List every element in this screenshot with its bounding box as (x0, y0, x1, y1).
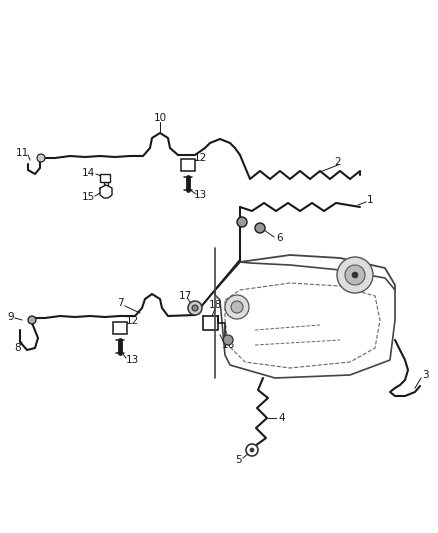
Circle shape (223, 335, 233, 345)
Circle shape (28, 316, 36, 324)
Circle shape (255, 223, 265, 233)
Text: 10: 10 (153, 113, 166, 123)
Text: 8: 8 (15, 343, 21, 353)
Text: 9: 9 (8, 312, 14, 322)
Text: 2: 2 (335, 157, 341, 167)
Text: 4: 4 (279, 413, 285, 423)
Text: 3: 3 (422, 370, 428, 380)
Circle shape (231, 301, 243, 313)
Text: 1: 1 (367, 195, 373, 205)
Bar (100, 174, 110, 182)
Text: 6: 6 (277, 233, 283, 243)
Circle shape (237, 217, 247, 227)
Text: 13: 13 (193, 190, 207, 200)
Text: 14: 14 (81, 168, 95, 178)
Text: 15: 15 (81, 192, 95, 202)
Circle shape (246, 444, 258, 456)
Text: 12: 12 (125, 316, 138, 326)
Text: 16: 16 (221, 340, 235, 350)
Circle shape (225, 295, 249, 319)
Circle shape (192, 305, 198, 311)
Text: 7: 7 (117, 298, 124, 308)
Circle shape (337, 257, 373, 293)
Text: 13: 13 (125, 355, 138, 365)
Text: 12: 12 (193, 153, 207, 163)
Circle shape (37, 154, 45, 162)
Bar (181, 159, 195, 171)
Bar (113, 322, 127, 334)
Circle shape (352, 272, 358, 278)
Circle shape (188, 301, 202, 315)
Circle shape (250, 448, 254, 452)
Text: 5: 5 (235, 455, 241, 465)
Text: 11: 11 (15, 148, 28, 158)
Text: 17: 17 (178, 291, 192, 301)
Text: 18: 18 (208, 300, 222, 310)
Circle shape (345, 265, 365, 285)
